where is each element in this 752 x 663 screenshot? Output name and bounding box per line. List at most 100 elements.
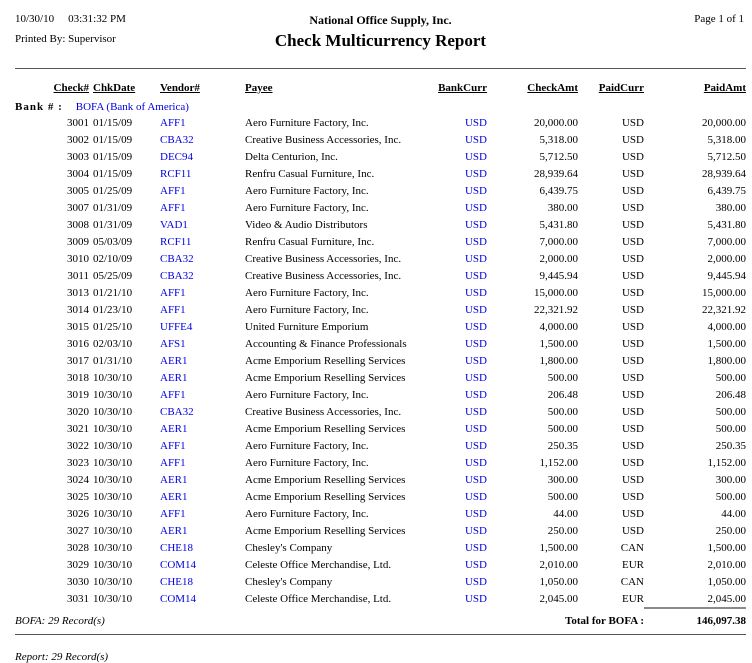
payee-cell: Acme Emporium Reselling Services (245, 473, 406, 486)
vendor-no-link[interactable]: AFF1 (160, 201, 186, 214)
table-header-row: Check# ChkDate Vendor# Payee BankCurr Ch… (15, 80, 746, 99)
table-row: 3011 05/25/09 CBA32 Creative Business Ac… (15, 267, 746, 284)
vendor-no-link[interactable]: AER1 (160, 354, 188, 367)
bank-curr-link[interactable]: USD (464, 593, 487, 605)
check-amt-cell: 5,318.00 (539, 133, 579, 146)
bank-curr-link[interactable]: USD (464, 320, 487, 333)
vendor-no-link[interactable]: AFF1 (160, 388, 186, 401)
bank-curr-link[interactable]: USD (464, 235, 487, 248)
paid-amt-cell: 380.00 (715, 201, 746, 214)
bank-curr-link[interactable]: USD (464, 456, 487, 469)
check-amt-cell: 500.00 (547, 371, 578, 384)
vendor-no-link[interactable]: AFF1 (160, 116, 186, 129)
bank-curr-link[interactable]: USD (464, 303, 487, 316)
report-date: 10/30/10 (15, 13, 55, 25)
bank-curr-link[interactable]: USD (464, 371, 487, 384)
bank-number-label: Bank # : (15, 100, 63, 113)
vendor-no-link[interactable]: CBA32 (160, 252, 194, 265)
paid-curr-cell: USD (621, 252, 644, 265)
bank-curr-link[interactable]: USD (464, 405, 487, 418)
check-amt-cell: 1,500.00 (539, 337, 579, 350)
table-row: 3028 10/30/10 CHE18 Chesley's Company US… (15, 539, 746, 556)
column-header-paid-amt: PaidAmt (703, 81, 746, 94)
paid-amt-cell: 250.35 (715, 439, 746, 452)
bank-curr-link[interactable]: USD (464, 269, 487, 282)
vendor-no-link[interactable]: AFF1 (160, 286, 186, 299)
bank-curr-link[interactable]: USD (464, 184, 487, 197)
bank-curr-link[interactable]: USD (464, 507, 487, 520)
bank-curr-link[interactable]: USD (464, 218, 487, 231)
bank-curr-link[interactable]: USD (464, 473, 487, 486)
check-no-cell: 3026 (67, 507, 89, 520)
payee-cell: United Furniture Emporium (245, 320, 369, 333)
check-no-cell: 3019 (67, 388, 89, 401)
paid-amt-cell: 5,431.80 (707, 218, 747, 231)
vendor-no-link[interactable]: RCF11 (160, 167, 192, 180)
vendor-no-link[interactable]: AFF1 (160, 456, 186, 469)
vendor-no-link[interactable]: CHE18 (160, 575, 193, 588)
bank-curr-link[interactable]: USD (464, 524, 487, 537)
vendor-no-link[interactable]: AFF1 (160, 303, 186, 316)
vendor-no-link[interactable]: AER1 (160, 490, 188, 503)
vendor-no-link[interactable]: AFF1 (160, 184, 186, 197)
bank-curr-link[interactable]: USD (464, 337, 487, 350)
vendor-no-link[interactable]: CBA32 (160, 269, 194, 282)
check-no-cell: 3005 (67, 184, 89, 197)
vendor-no-link[interactable]: AER1 (160, 524, 188, 537)
vendor-no-link[interactable]: COM14 (160, 558, 197, 571)
vendor-no-link[interactable]: RCF11 (160, 235, 192, 248)
table-row: 3014 01/23/10 AFF1 Aero Furniture Factor… (15, 301, 746, 318)
bank-total-row: BOFA: 29 Record(s) Total for BOFA : 146,… (15, 607, 746, 629)
chk-date-cell: 01/31/09 (93, 201, 133, 214)
column-header-check-no: Check# (53, 81, 89, 94)
bank-curr-link[interactable]: USD (464, 558, 487, 571)
table-row: 3030 10/30/10 CHE18 Chesley's Company US… (15, 573, 746, 590)
paid-curr-cell: USD (621, 507, 644, 520)
vendor-no-link[interactable]: DEC94 (160, 150, 193, 163)
bank-curr-link[interactable]: USD (464, 252, 487, 265)
vendor-no-link[interactable]: AER1 (160, 371, 188, 384)
bank-curr-link[interactable]: USD (464, 575, 487, 588)
vendor-no-link[interactable]: AER1 (160, 473, 188, 486)
vendor-no-link[interactable]: COM14 (160, 593, 197, 605)
paid-amt-cell: 15,000.00 (702, 286, 746, 299)
vendor-no-link[interactable]: VAD1 (160, 218, 188, 231)
bank-name-link[interactable]: BOFA (Bank of America) (75, 100, 189, 113)
bank-curr-link[interactable]: USD (464, 354, 487, 367)
bank-curr-link[interactable]: USD (464, 388, 487, 401)
check-no-cell: 3015 (67, 320, 89, 333)
paid-curr-cell: USD (621, 405, 644, 418)
vendor-no-link[interactable]: CBA32 (160, 405, 194, 418)
payee-cell: Aero Furniture Factory, Inc. (245, 456, 369, 469)
chk-date-cell: 10/30/10 (93, 456, 133, 469)
vendor-no-link[interactable]: CBA32 (160, 133, 194, 146)
payee-cell: Acme Emporium Reselling Services (245, 490, 406, 503)
bank-curr-link[interactable]: USD (464, 439, 487, 452)
bank-curr-link[interactable]: USD (464, 116, 487, 129)
bank-curr-link[interactable]: USD (464, 286, 487, 299)
bank-curr-link[interactable]: USD (464, 422, 487, 435)
check-no-cell: 3016 (67, 337, 89, 350)
check-amt-cell: 250.35 (547, 439, 578, 452)
vendor-no-link[interactable]: CHE18 (160, 541, 193, 554)
paid-curr-cell: USD (621, 167, 644, 180)
bank-curr-link[interactable]: USD (464, 150, 487, 163)
bank-curr-link[interactable]: USD (464, 201, 487, 214)
bank-curr-link[interactable]: USD (464, 167, 487, 180)
vendor-no-link[interactable]: AER1 (160, 422, 188, 435)
column-header-vendor-no: Vendor# (160, 81, 200, 94)
chk-date-cell: 10/30/10 (93, 524, 133, 537)
bank-curr-link[interactable]: USD (464, 490, 487, 503)
check-amt-cell: 28,939.64 (534, 167, 578, 180)
vendor-no-link[interactable]: AFF1 (160, 507, 186, 520)
check-no-cell: 3027 (67, 524, 89, 537)
check-no-cell: 3011 (67, 269, 89, 282)
vendor-no-link[interactable]: AFF1 (160, 439, 186, 452)
vendor-no-link[interactable]: UFFE4 (160, 320, 193, 333)
vendor-no-link[interactable]: AFS1 (160, 337, 186, 350)
report-header: 10/30/10 03:31:32 PM Printed By: Supervis… (15, 0, 746, 65)
check-no-cell: 3018 (67, 371, 89, 384)
bank-curr-link[interactable]: USD (464, 541, 487, 554)
check-no-cell: 3004 (67, 167, 89, 180)
bank-curr-link[interactable]: USD (464, 133, 487, 146)
